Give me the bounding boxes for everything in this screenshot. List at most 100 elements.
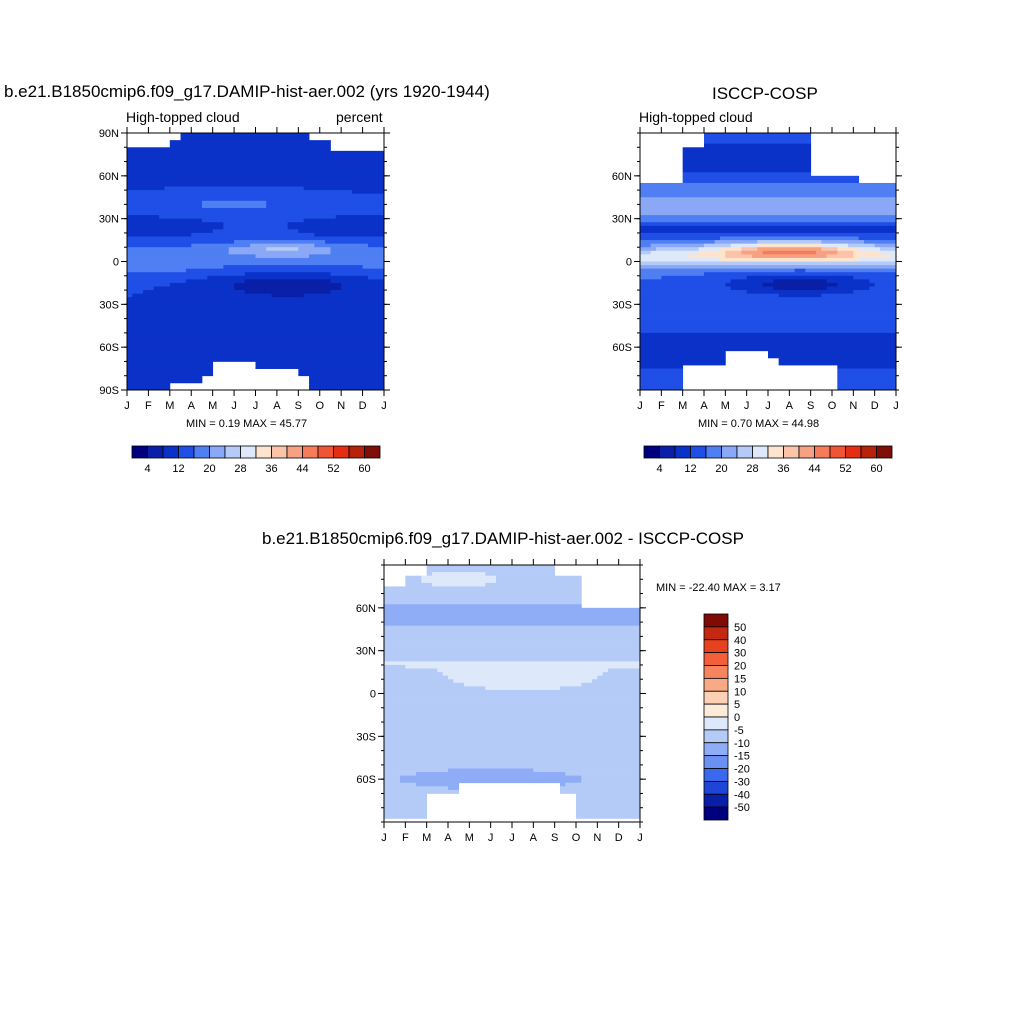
model-contour-cell bbox=[127, 157, 385, 162]
obs-contour-cell bbox=[698, 247, 721, 252]
model-contour-cell bbox=[127, 182, 385, 187]
model-contour-cell bbox=[127, 175, 385, 180]
obs-contour-cell bbox=[757, 247, 822, 252]
obs-y-tick-label: 0 bbox=[626, 257, 632, 269]
obs-contour-cell bbox=[821, 247, 838, 252]
diff-contour-cell bbox=[384, 743, 641, 748]
diff-contour-cell bbox=[576, 793, 641, 798]
model-y-tick-label: 30S bbox=[99, 299, 119, 311]
diff-contour-cell bbox=[384, 607, 641, 612]
obs-colorbar-label: 44 bbox=[808, 463, 820, 475]
obs-contour-cell bbox=[640, 236, 721, 241]
obs-contour-cell bbox=[768, 354, 897, 359]
diff-contour-cell bbox=[384, 782, 417, 787]
model-x-tick-label: M bbox=[208, 400, 217, 412]
model-contour-field bbox=[127, 133, 385, 391]
obs-contour-cell bbox=[640, 293, 780, 298]
model-contour-cell bbox=[255, 254, 310, 259]
model-x-tick-label: S bbox=[295, 400, 302, 412]
obs-contour-cell bbox=[730, 279, 774, 284]
obs-colorbar-label: 28 bbox=[746, 463, 758, 475]
model-contour-cell bbox=[362, 265, 385, 270]
obs-contour-cell bbox=[640, 215, 897, 220]
obs-contour-cell bbox=[837, 375, 897, 380]
model-contour-cell bbox=[341, 286, 385, 291]
diff-contour-cell bbox=[384, 725, 641, 730]
obs-contour-cell bbox=[640, 186, 897, 191]
model-contour-cell bbox=[201, 200, 267, 205]
diff-contour-cell bbox=[384, 654, 641, 659]
model-contour-cell bbox=[127, 179, 385, 184]
obs-colorbar-box bbox=[752, 445, 769, 459]
diff-contour-cell bbox=[421, 579, 497, 584]
diff-colorbar-box bbox=[703, 677, 729, 692]
obs-x-tick-label: S bbox=[807, 400, 814, 412]
obs-contour-cell bbox=[682, 179, 860, 184]
model-contour-cell bbox=[212, 229, 299, 234]
model-contour-cell bbox=[127, 336, 385, 341]
diff-contour-cell bbox=[384, 704, 641, 709]
model-contour-cell bbox=[127, 172, 385, 177]
obs-contour-cell bbox=[640, 340, 897, 344]
obs-contour-cell bbox=[682, 161, 812, 166]
model-contour-cell bbox=[127, 325, 385, 330]
diff-contour-cell bbox=[384, 764, 641, 769]
obs-contour-cell bbox=[762, 250, 817, 255]
model-x-tick-label: J bbox=[253, 400, 259, 412]
model-contour-cell bbox=[127, 154, 385, 159]
obs-contour-cell bbox=[640, 350, 726, 355]
model-contour-cell bbox=[127, 147, 331, 152]
model-colorbar-label: 52 bbox=[327, 463, 339, 475]
model-contour-cell bbox=[127, 286, 155, 291]
obs-colorbar-label: 52 bbox=[839, 463, 851, 475]
model-colorbar-box bbox=[162, 445, 179, 459]
model-y-tick-label: 90N bbox=[99, 128, 119, 140]
diff-contour-cell bbox=[384, 779, 401, 784]
obs-contour-cell bbox=[837, 247, 860, 252]
diff-contour-cell bbox=[384, 657, 641, 662]
diff-contour-cell bbox=[384, 600, 582, 605]
obs-contour-cell bbox=[864, 240, 897, 245]
diff-colorbar-box bbox=[703, 729, 729, 744]
model-contour-cell bbox=[309, 375, 385, 380]
model-contour-cell bbox=[127, 168, 385, 173]
model-contour-cell bbox=[127, 293, 133, 298]
model-contour-cell bbox=[127, 300, 385, 305]
diff-y-tick-label: 60N bbox=[356, 603, 376, 615]
model-x-tick-label: M bbox=[165, 400, 174, 412]
obs-contour-cell bbox=[640, 357, 726, 362]
model-colorbar-box bbox=[178, 445, 195, 459]
model-contour-cell bbox=[127, 247, 230, 252]
diff-contour-cell bbox=[426, 572, 433, 577]
obs-contour-cell bbox=[640, 197, 897, 202]
obs-contour-cell bbox=[640, 386, 684, 391]
obs-contour-cell bbox=[704, 136, 812, 141]
obs-contour-cell bbox=[640, 247, 657, 252]
obs-colorbar: 4 12 20 28 36 44 52 60 bbox=[643, 445, 893, 475]
diff-contour-cell bbox=[602, 672, 641, 677]
model-contour-cell bbox=[127, 307, 385, 312]
model-contour-cell bbox=[228, 247, 267, 252]
diff-contour-cell bbox=[384, 672, 444, 677]
obs-contour-cell bbox=[661, 275, 748, 280]
obs-contour-cell bbox=[778, 357, 897, 362]
model-contour-cell bbox=[153, 286, 235, 291]
diff-contour-cell bbox=[384, 772, 417, 776]
obs-contour-cell bbox=[826, 254, 854, 259]
obs-contour-cell bbox=[837, 365, 897, 369]
obs-contour-cell bbox=[640, 279, 732, 284]
diff-contour-cell bbox=[384, 636, 641, 641]
diff-contour-cell bbox=[384, 668, 438, 673]
model-y-tick-label: 60S bbox=[99, 342, 119, 354]
obs-contour-cell bbox=[725, 250, 742, 255]
obs-contour-cell bbox=[640, 311, 897, 316]
diff-contour-cell bbox=[384, 593, 582, 598]
obs-contour-cell bbox=[682, 165, 812, 170]
model-contour-cell bbox=[244, 279, 331, 284]
diff-contour-cell bbox=[384, 697, 641, 702]
obs-contour-cell bbox=[725, 282, 764, 287]
diff-contour-cell bbox=[384, 604, 582, 609]
obs-contour-cell bbox=[880, 250, 897, 255]
diff-x-tick-label: J bbox=[509, 832, 515, 844]
obs-contour-cell bbox=[682, 150, 812, 155]
